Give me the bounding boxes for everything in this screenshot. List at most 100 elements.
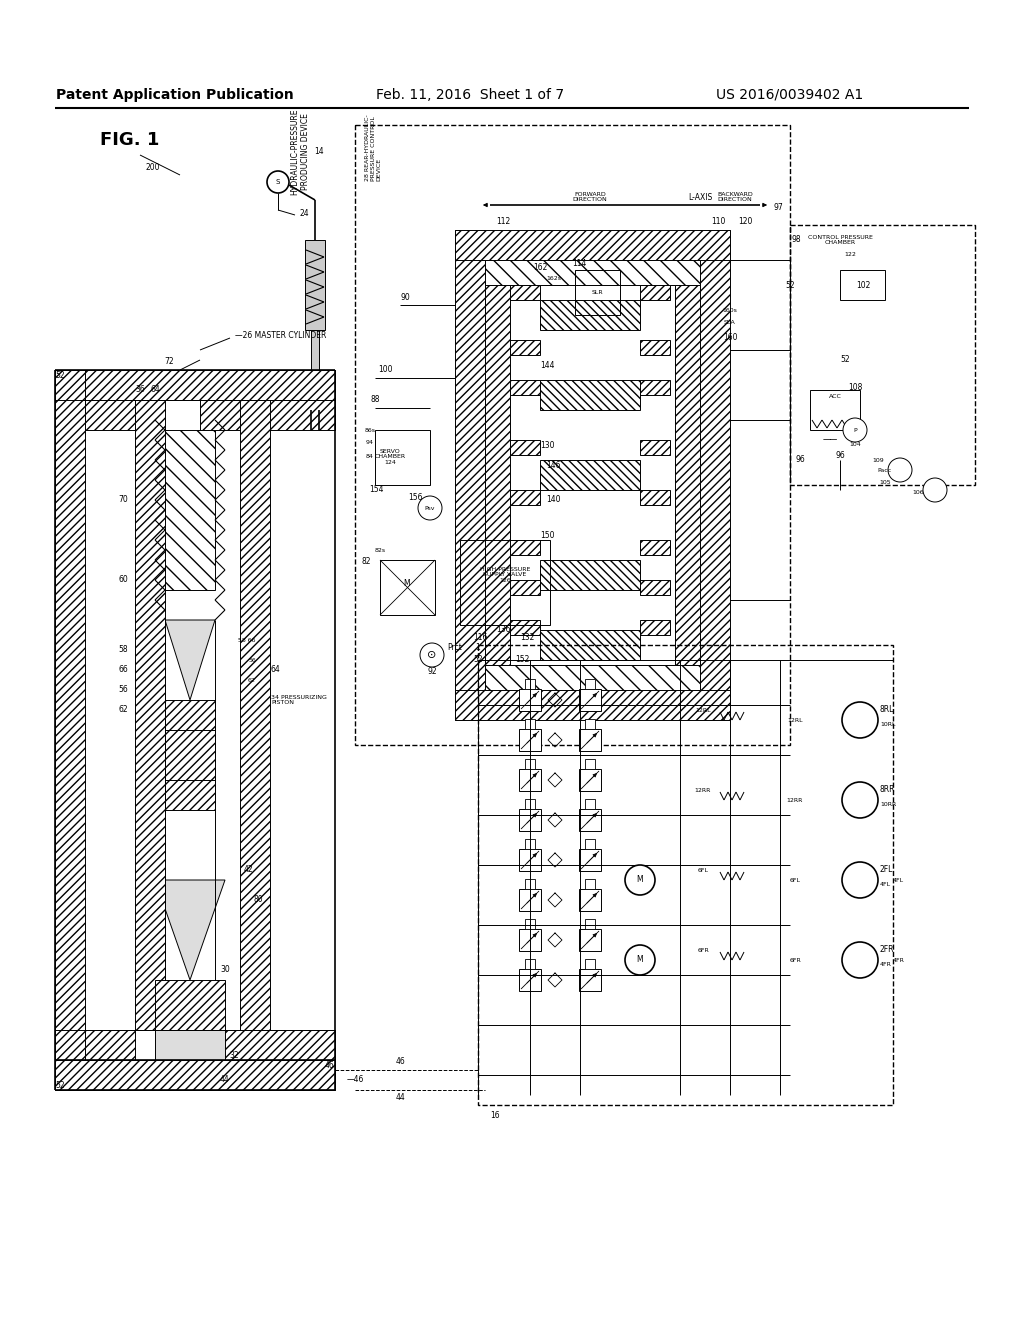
Bar bbox=[519, 809, 541, 832]
Bar bbox=[311, 330, 319, 411]
Text: 12RR: 12RR bbox=[786, 797, 803, 803]
Bar bbox=[200, 1030, 335, 1060]
Bar bbox=[85, 1030, 135, 1060]
Text: 4FL: 4FL bbox=[893, 878, 904, 883]
Bar bbox=[579, 689, 601, 711]
Polygon shape bbox=[155, 880, 225, 979]
Bar bbox=[55, 370, 85, 1090]
Text: 56: 56 bbox=[118, 685, 128, 694]
Bar bbox=[840, 271, 885, 300]
Bar bbox=[585, 840, 595, 849]
Bar bbox=[455, 230, 485, 719]
Text: 92: 92 bbox=[427, 667, 437, 676]
Bar bbox=[510, 440, 540, 455]
Text: L-AXIS: L-AXIS bbox=[688, 193, 712, 202]
Bar bbox=[355, 125, 790, 744]
Text: 80: 80 bbox=[253, 895, 263, 904]
Text: 84: 84 bbox=[366, 454, 374, 458]
Bar bbox=[640, 490, 670, 506]
Bar bbox=[135, 400, 165, 1030]
Text: 8RR: 8RR bbox=[880, 785, 896, 795]
Circle shape bbox=[842, 942, 878, 978]
Text: 152: 152 bbox=[515, 656, 529, 664]
Bar bbox=[200, 400, 335, 430]
Text: 86s: 86s bbox=[365, 428, 376, 433]
Text: 4FR: 4FR bbox=[880, 962, 892, 968]
Text: 106: 106 bbox=[912, 490, 924, 495]
Text: M: M bbox=[637, 956, 643, 965]
Text: 44: 44 bbox=[220, 1076, 229, 1085]
Text: 34 PRESSURIZING
PISTON: 34 PRESSURIZING PISTON bbox=[271, 694, 327, 705]
Text: Pacc: Pacc bbox=[878, 467, 892, 473]
Text: 90: 90 bbox=[400, 293, 410, 302]
Bar bbox=[579, 770, 601, 791]
Bar bbox=[525, 919, 535, 929]
Text: 105: 105 bbox=[880, 480, 891, 486]
Text: 98: 98 bbox=[792, 235, 801, 244]
Bar bbox=[510, 620, 540, 635]
Bar bbox=[525, 840, 535, 849]
Text: SERVO
CHAMBER
124: SERVO CHAMBER 124 bbox=[375, 449, 406, 465]
Bar bbox=[519, 929, 541, 950]
Bar bbox=[525, 678, 535, 689]
Text: HIGH PRESSURE
SUPPLY VALVE
126: HIGH PRESSURE SUPPLY VALVE 126 bbox=[480, 566, 530, 583]
Bar bbox=[579, 888, 601, 911]
Text: 64: 64 bbox=[270, 665, 280, 675]
Bar bbox=[165, 780, 215, 810]
Text: ——: —— bbox=[822, 436, 838, 445]
Bar bbox=[165, 700, 215, 730]
Bar bbox=[240, 400, 270, 1030]
Bar bbox=[460, 540, 550, 624]
Bar bbox=[510, 285, 540, 300]
Bar bbox=[510, 380, 540, 395]
Text: 28 REAR-HYDRAULIC-
PRESSURE CONTROL
DEVICE: 28 REAR-HYDRAULIC- PRESSURE CONTROL DEVI… bbox=[365, 115, 382, 181]
Bar bbox=[485, 260, 700, 285]
Bar bbox=[585, 919, 595, 929]
Text: 2FR: 2FR bbox=[880, 945, 895, 954]
Text: 160: 160 bbox=[723, 334, 737, 342]
Text: 110: 110 bbox=[711, 218, 725, 227]
Bar bbox=[540, 560, 640, 590]
Bar bbox=[519, 770, 541, 791]
Bar bbox=[510, 341, 540, 355]
Bar bbox=[579, 729, 601, 751]
Text: S: S bbox=[275, 180, 281, 185]
Bar bbox=[510, 540, 540, 554]
Text: 162: 162 bbox=[532, 264, 547, 272]
Text: 12RL: 12RL bbox=[695, 708, 711, 713]
Circle shape bbox=[843, 418, 867, 442]
Text: 52: 52 bbox=[785, 281, 795, 289]
Text: 109: 109 bbox=[872, 458, 884, 462]
Bar bbox=[579, 929, 601, 950]
Bar bbox=[165, 430, 215, 590]
Text: 58: 58 bbox=[118, 645, 128, 655]
Text: M: M bbox=[637, 875, 643, 884]
Bar bbox=[165, 730, 215, 780]
Text: 97: 97 bbox=[773, 203, 783, 213]
Circle shape bbox=[842, 781, 878, 818]
Text: 16: 16 bbox=[490, 1110, 500, 1119]
Text: 150: 150 bbox=[540, 531, 554, 540]
Bar bbox=[485, 665, 700, 690]
Text: SLR: SLR bbox=[591, 290, 603, 296]
Bar bbox=[540, 380, 640, 411]
Text: 94: 94 bbox=[366, 441, 374, 446]
Text: M: M bbox=[403, 578, 411, 587]
Text: 140: 140 bbox=[546, 495, 560, 504]
Text: 116: 116 bbox=[473, 634, 487, 643]
Text: BACKWARD
DIRECTION: BACKWARD DIRECTION bbox=[717, 191, 753, 202]
Bar bbox=[305, 240, 325, 330]
Text: 114: 114 bbox=[571, 259, 586, 268]
Bar bbox=[519, 888, 541, 911]
Bar bbox=[585, 799, 595, 809]
Text: Psv: Psv bbox=[425, 506, 435, 511]
Bar bbox=[485, 260, 700, 690]
Text: 6FL: 6FL bbox=[790, 878, 801, 883]
Bar bbox=[519, 689, 541, 711]
Circle shape bbox=[842, 702, 878, 738]
Bar bbox=[540, 630, 640, 660]
Text: 156: 156 bbox=[408, 492, 422, 502]
Bar bbox=[585, 960, 595, 969]
Bar bbox=[510, 490, 540, 506]
Bar bbox=[519, 729, 541, 751]
